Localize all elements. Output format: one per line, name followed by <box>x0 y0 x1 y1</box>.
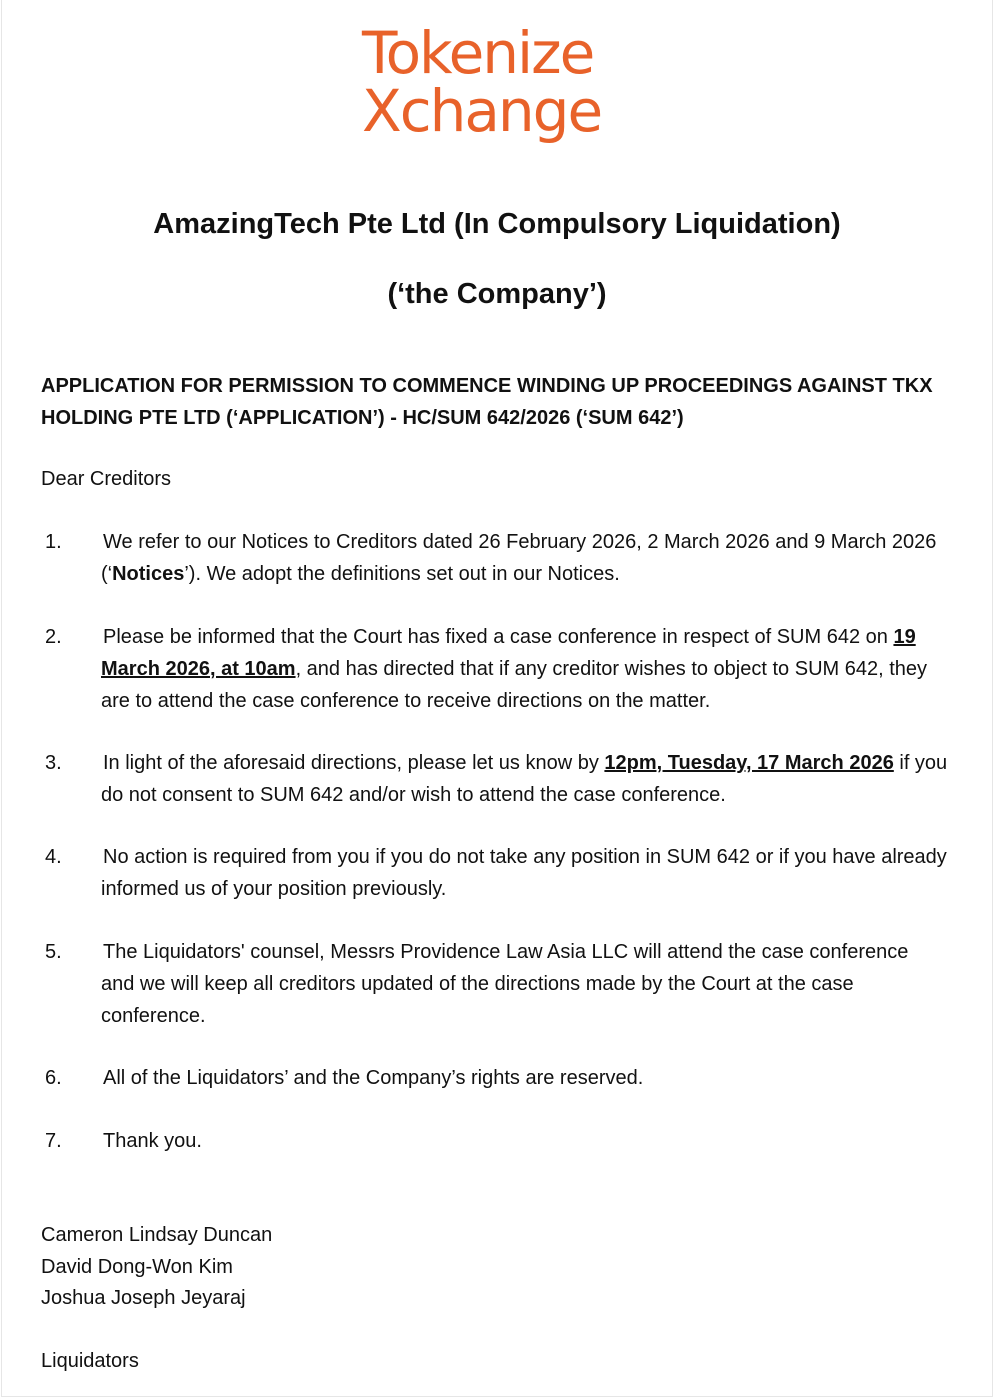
signatory: David Dong-Won Kim <box>41 1256 233 1278</box>
item-number: 3. <box>45 752 62 774</box>
item-text: We refer to our Notices to Creditors dat… <box>101 531 937 585</box>
item-number: 5. <box>45 941 62 963</box>
list-item: 7. Thank you. <box>41 1125 956 1157</box>
item-text: if you do not consent to SUM 642 and/or … <box>101 752 948 806</box>
item-text: ’). We adopt the definitions set out in … <box>184 563 620 585</box>
item-text: All of the Liquidators’ and the Company’… <box>103 1067 644 1089</box>
signatory-role: Liquidators <box>41 1350 139 1372</box>
logo-line-1: Tokenize <box>362 19 595 87</box>
logo-line-2: Xchange <box>362 77 603 145</box>
list-item: 3. In light of the aforesaid directions,… <box>41 747 956 811</box>
signatory: Cameron Lindsay Duncan <box>41 1224 273 1246</box>
list-item: 4. No action is required from you if you… <box>41 841 956 905</box>
document-subtitle: (‘the Company’) <box>387 278 607 310</box>
item-text: In light of the aforesaid directions, pl… <box>103 752 605 774</box>
item-number: 2. <box>45 626 62 648</box>
list-item: 2. Please be informed that the Court has… <box>41 621 956 717</box>
item-deadline-text: 12pm, Tuesday, 17 March 2026 <box>604 752 894 774</box>
list-item: 5. The Liquidators' counsel, Messrs Prov… <box>41 936 956 1032</box>
item-text: No action is required from you if you do… <box>101 846 947 900</box>
item-bold-text: Notices <box>112 563 185 585</box>
item-number: 1. <box>45 531 62 553</box>
signatory: Joshua Joseph Jeyaraj <box>41 1287 246 1309</box>
item-text: , and has directed that if any creditor … <box>101 658 928 712</box>
item-text: The Liquidators' counsel, Messrs Provide… <box>101 941 909 1027</box>
salutation: Dear Creditors <box>41 468 172 490</box>
tokenize-xchange-logo: Tokenize Xchange <box>362 24 642 140</box>
list-item: 6. All of the Liquidators’ and the Compa… <box>41 1062 956 1094</box>
item-number: 7. <box>45 1130 62 1152</box>
document-title: AmazingTech Pte Ltd (In Compulsory Liqui… <box>153 208 841 240</box>
item-text: Please be informed that the Court has fi… <box>103 626 894 648</box>
item-number: 4. <box>45 846 62 868</box>
list-item: 1. We refer to our Notices to Creditors … <box>41 526 956 590</box>
item-text: Thank you. <box>103 1130 202 1152</box>
item-date-text: 19 March 2026, at 10am <box>101 626 916 680</box>
notice-heading: APPLICATION FOR PERMISSION TO COMMENCE W… <box>41 375 933 429</box>
item-number: 6. <box>45 1067 62 1089</box>
